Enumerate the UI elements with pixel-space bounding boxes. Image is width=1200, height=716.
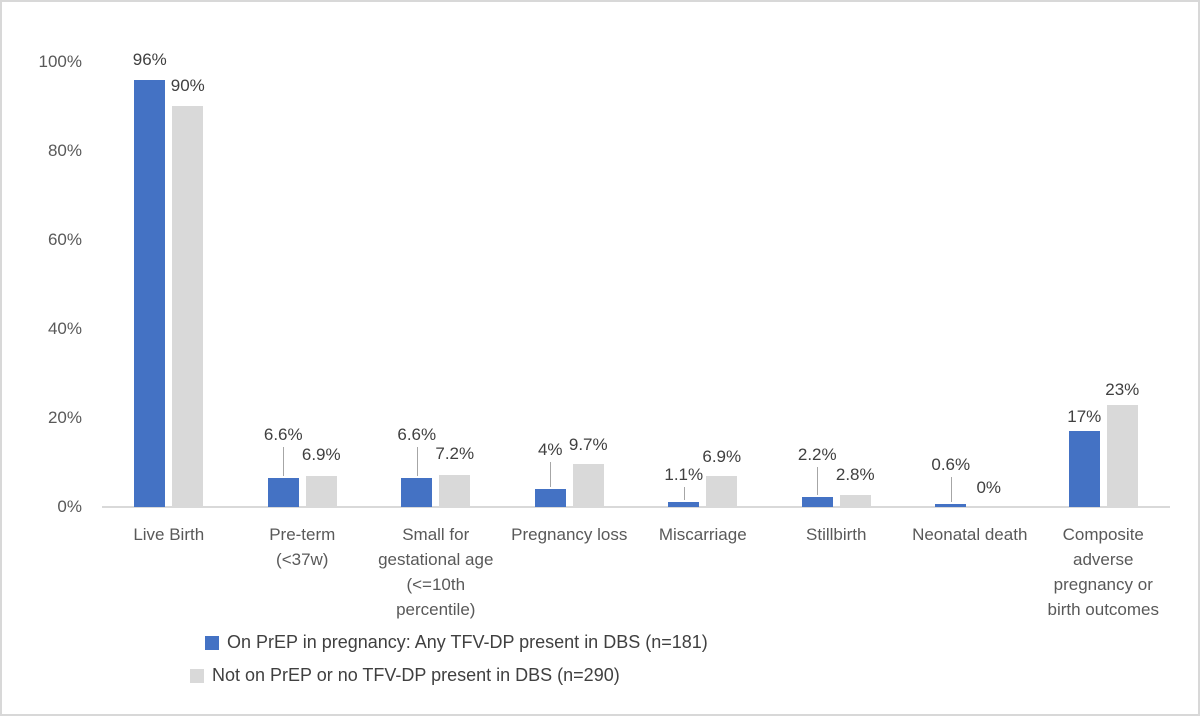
bar-series2 [1106, 405, 1138, 507]
bar-value-label: 4% [537, 440, 563, 459]
bar-value-label: 6.6% [263, 425, 303, 444]
bar-series2 [572, 464, 604, 507]
x-axis-category-label-line: birth outcomes [1047, 600, 1160, 619]
x-axis-category-label: Miscarriage [640, 522, 766, 547]
x-axis-line [102, 506, 1170, 508]
leader-line [550, 462, 551, 487]
bar-value-label: 7.2% [435, 444, 475, 463]
leader-line [684, 487, 685, 500]
leader-line [283, 447, 284, 476]
y-axis-tick-label: 60% [47, 230, 82, 249]
y-axis-tick-label: 100% [38, 52, 82, 71]
legend-swatch-icon [205, 635, 219, 650]
leader-line [951, 477, 952, 502]
bar-series1 [668, 502, 700, 507]
bar-series1 [401, 478, 433, 507]
x-axis-category-label-line: (<37w) [276, 550, 329, 569]
bar-series1 [134, 80, 166, 507]
legend-label: On PrEP in pregnancy: Any TFV-DP present… [227, 632, 708, 652]
bar-value-label: 0% [976, 478, 1002, 497]
bar-series2 [172, 106, 204, 507]
bar-value-label: 96% [132, 50, 167, 69]
x-axis-category-label-line: gestational age [378, 550, 494, 569]
legend: On PrEP in pregnancy: Any TFV-DP present… [190, 630, 708, 696]
bar-value-label: 6.6% [397, 425, 437, 444]
bar-value-label: 90% [170, 76, 205, 95]
bar-value-label: 17% [1067, 407, 1102, 426]
bar-value-label: 2.8% [835, 465, 875, 484]
bar-value-label: 23% [1105, 380, 1140, 399]
x-axis-category-label-line: percentile) [396, 600, 476, 619]
bar-value-label: 0.6% [931, 455, 971, 474]
x-axis-category-label-line: Miscarriage [658, 525, 747, 544]
bar-series2 [305, 476, 337, 507]
x-axis-category-label-line: Pregnancy loss [511, 525, 628, 544]
y-axis-tick-label: 40% [47, 319, 82, 338]
legend-swatch-icon [190, 668, 204, 683]
x-axis-category-label: Pregnancy loss [506, 522, 632, 547]
x-axis-category-label-line: Stillbirth [806, 525, 867, 544]
bar-value-label: 2.2% [797, 445, 837, 464]
x-axis-category-label-line: Pre-term [269, 525, 336, 544]
bar-series1 [267, 478, 299, 507]
bar-series2 [439, 475, 471, 507]
x-axis-category-label-line: Live Birth [133, 525, 205, 544]
bar-value-label: 6.9% [301, 445, 341, 464]
bar-series2 [706, 476, 738, 507]
leader-line [817, 467, 818, 495]
x-axis-category-label: Live Birth [106, 522, 232, 547]
x-axis-category-label: Stillbirth [773, 522, 899, 547]
leader-line [417, 447, 418, 476]
bar-series1 [935, 504, 967, 507]
x-axis-category-label-line: Neonatal death [912, 525, 1028, 544]
x-axis-category-label: Small for gestational age (<=10th percentil… [373, 522, 499, 622]
x-axis-category-label-line: pregnancy or [1053, 575, 1153, 594]
bar-series1 [534, 489, 566, 507]
x-axis-category-label: Composite adverse pregnancy or birth outcom… [1040, 522, 1166, 622]
legend-entry: Not on PrEP or no TFV-DP present in DBS … [190, 663, 708, 688]
bar-series1 [1068, 431, 1100, 507]
x-axis-category-label-line: Composite [1062, 525, 1144, 544]
bar-series2 [839, 495, 871, 507]
bar-value-label: 6.9% [702, 447, 742, 466]
x-axis-category-label-line: adverse [1073, 550, 1134, 569]
x-axis-category-label: Pre-term (<37w) [239, 522, 365, 572]
bar-value-label: 9.7% [568, 435, 608, 454]
x-axis-category-label-line: Small for [402, 525, 470, 544]
y-axis-tick-label: 0% [57, 497, 82, 516]
legend-entry: On PrEP in pregnancy: Any TFV-DP present… [190, 630, 708, 655]
y-axis-tick-label: 20% [47, 408, 82, 427]
x-axis-category-label: Neonatal death [907, 522, 1033, 547]
bar-series1 [801, 497, 833, 507]
bar-value-label: 1.1% [664, 465, 704, 484]
y-axis-tick-label: 80% [47, 141, 82, 160]
x-axis-category-label-line: (<=10th [406, 575, 466, 594]
legend-label: Not on PrEP or no TFV-DP present in DBS … [212, 665, 620, 685]
